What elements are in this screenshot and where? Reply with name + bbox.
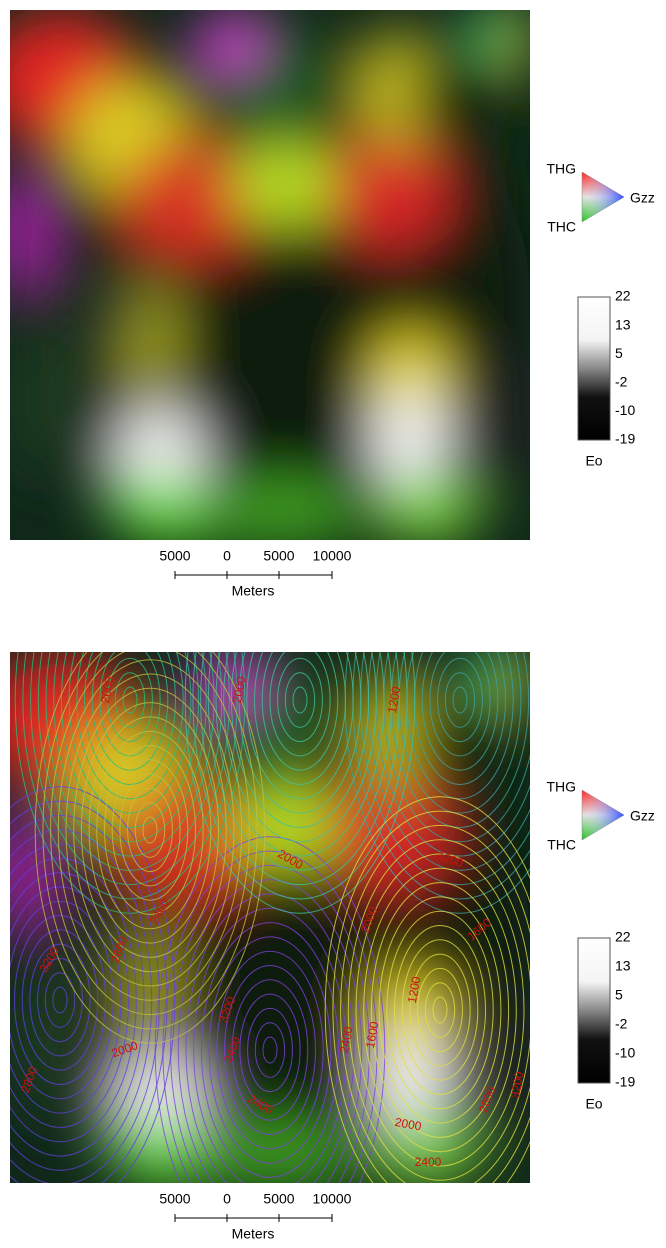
shade-blob bbox=[200, 1122, 360, 1182]
colorbar bbox=[578, 938, 610, 1083]
colorbar-label: -10 bbox=[615, 1045, 635, 1061]
colorbar-title: Eo bbox=[585, 1096, 602, 1112]
scale-label: 5000 bbox=[159, 1191, 190, 1207]
scale-label: 5000 bbox=[159, 548, 190, 564]
contour-label: 2400 bbox=[415, 1155, 442, 1169]
scale-label: 10000 bbox=[313, 548, 352, 564]
colorbar-label: 22 bbox=[615, 288, 631, 304]
colorbar-label: -10 bbox=[615, 402, 635, 418]
ternary-bottom: THC bbox=[547, 837, 576, 853]
ternary-right: Gzz bbox=[630, 808, 655, 824]
scale-unit: Meters bbox=[232, 1226, 275, 1242]
shade-blob bbox=[110, 480, 210, 540]
scale-label: 10000 bbox=[313, 1191, 352, 1207]
ternary-overlay bbox=[582, 790, 624, 840]
colorbar-label: 13 bbox=[615, 958, 631, 974]
colorbar-label: 22 bbox=[615, 929, 631, 945]
scale-label: 0 bbox=[223, 1191, 231, 1207]
colorbar-label: 5 bbox=[615, 345, 623, 361]
scale-unit: Meters bbox=[232, 583, 275, 599]
shade-blob bbox=[470, 10, 510, 50]
map-image bbox=[0, 10, 530, 560]
colorbar-label: 13 bbox=[615, 316, 631, 332]
ternary-right: Gzz bbox=[630, 190, 655, 206]
shade-blob bbox=[380, 1122, 480, 1182]
figure: 5000 0 5000 10000 Meters THG Gzz THC 22 13 5 -2 -10 -… bbox=[0, 0, 666, 1243]
shade-blob bbox=[200, 480, 360, 540]
colorbar-label: -2 bbox=[615, 1016, 628, 1032]
scale-label: 5000 bbox=[263, 548, 294, 564]
colorbar bbox=[578, 297, 610, 440]
colorbar-title: Eo bbox=[585, 453, 602, 469]
shade-blob bbox=[470, 340, 530, 500]
ternary-top: THG bbox=[546, 779, 576, 795]
colorbar-label: -19 bbox=[615, 431, 635, 447]
shade-blob bbox=[380, 480, 480, 540]
scale-label: 5000 bbox=[263, 1191, 294, 1207]
ternary-overlay bbox=[582, 172, 624, 222]
ternary-top: THG bbox=[546, 161, 576, 177]
colorbar-label: -2 bbox=[615, 374, 628, 390]
colorbar-label: 5 bbox=[615, 987, 623, 1003]
shade-blob bbox=[110, 1122, 210, 1182]
shade-blob bbox=[370, 390, 450, 490]
shade-blob bbox=[200, 10, 260, 70]
shade-blob bbox=[60, 240, 140, 360]
shade-blob bbox=[510, 10, 530, 70]
colorbar-label: -19 bbox=[615, 1074, 635, 1090]
ternary-bottom: THC bbox=[547, 219, 576, 235]
scale-label: 0 bbox=[223, 548, 231, 564]
shade-blob bbox=[410, 50, 510, 150]
